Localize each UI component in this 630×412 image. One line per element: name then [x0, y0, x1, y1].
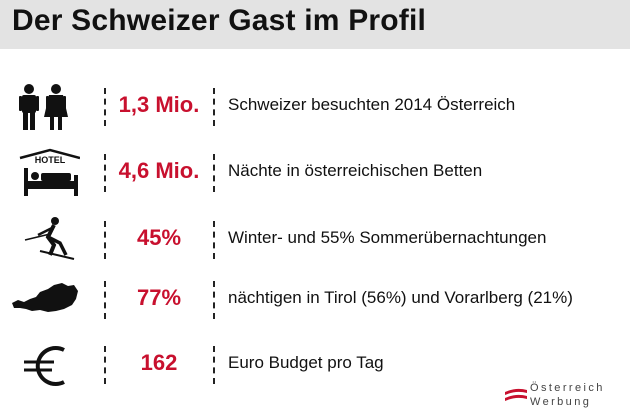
stat-description: Euro Budget pro Tag [228, 353, 384, 372]
stat-value: 1,3 Mio. [118, 92, 200, 117]
skier-icon [10, 215, 80, 265]
stat-row-nights: HOTEL 4,6 Mio. Nächte in österreichische… [0, 148, 630, 198]
separator [213, 154, 215, 192]
separator [213, 346, 215, 384]
stat-description: nächtigen in Tirol (56%) und Vorarlberg … [228, 288, 573, 307]
stat-row-season: 45% Winter- und 55% Sommerübernachtungen [0, 215, 630, 265]
hotel-sign-text: HOTEL [35, 155, 66, 165]
stat-description: Nächte in österreichischen Betten [228, 161, 483, 180]
oesterreich-werbung-logo: Österreich Werbung [500, 380, 622, 410]
logo-flag-icon [505, 388, 527, 401]
euro-icon [10, 340, 80, 390]
separator [104, 346, 106, 384]
stat-value: 45% [136, 225, 182, 250]
separator [104, 281, 106, 319]
title-bar: Der Schweizer Gast im Profil [0, 0, 630, 49]
people-icon [10, 82, 80, 132]
stat-row-regions: 77% nächtigen in Tirol (56%) und Vorarlb… [0, 275, 630, 325]
separator [104, 154, 106, 192]
separator [213, 281, 215, 319]
austria-map-icon [10, 275, 80, 325]
stat-value: 162 [140, 350, 178, 375]
stat-description: Winter- und 55% Sommerübernachtungen [228, 228, 547, 247]
separator [213, 88, 215, 126]
separator [213, 221, 215, 259]
stat-description: Schweizer besuchten 2014 Österreich [228, 95, 516, 114]
hotel-bed-icon: HOTEL [10, 148, 80, 198]
logo-text-line1: Österreich [530, 382, 605, 394]
stat-row-visitors: 1,3 Mio. Schweizer besuchten 2014 Österr… [0, 82, 630, 132]
stat-value: 77% [136, 285, 182, 310]
separator [104, 88, 106, 126]
logo-text-line2: Werbung [530, 396, 592, 408]
stat-value: 4,6 Mio. [118, 158, 200, 183]
separator [104, 221, 106, 259]
stat-row-budget: 162 Euro Budget pro Tag [0, 340, 630, 390]
page-title: Der Schweizer Gast im Profil [12, 4, 427, 37]
